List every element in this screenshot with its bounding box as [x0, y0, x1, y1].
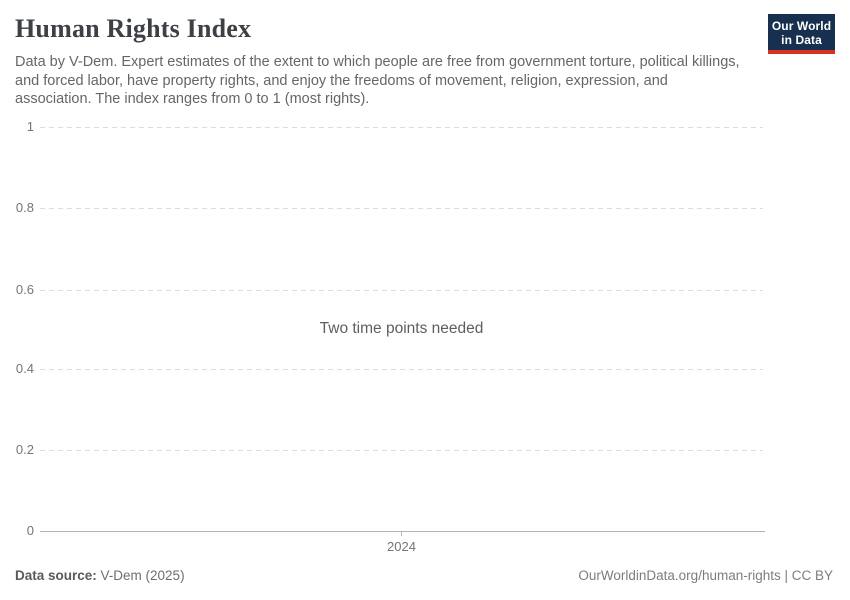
owid-logo-text-line2: in Data	[781, 33, 822, 47]
gridline	[40, 450, 763, 451]
y-tick-label: 0.8	[15, 200, 34, 215]
y-tick-label: 0.4	[15, 361, 34, 376]
data-source-value: V-Dem (2025)	[96, 568, 185, 583]
x-axis-line	[40, 531, 765, 532]
x-tick-label: 2024	[387, 539, 416, 554]
x-axis-tick-mark	[401, 531, 402, 536]
y-tick-label: 0.6	[15, 282, 34, 297]
attribution-link[interactable]: OurWorldinData.org/human-rights | CC BY	[578, 568, 833, 583]
gridline	[40, 369, 763, 370]
gridline	[40, 290, 763, 291]
empty-state-message: Two time points needed	[319, 320, 484, 337]
data-source-label: Data source:	[15, 568, 97, 583]
gridline	[40, 208, 763, 209]
chart-subtitle: Data by V-Dem. Expert estimates of the e…	[15, 54, 740, 108]
data-source: Data source: V-Dem (2025)	[15, 568, 185, 583]
gridline	[40, 127, 763, 128]
owid-logo-text-line1: Our World	[771, 19, 832, 33]
page-title: Human Rights Index	[15, 14, 252, 43]
owid-logo[interactable]: Our World in Data	[768, 14, 835, 54]
y-tick-label: 0.2	[15, 442, 34, 457]
y-tick-label: 0	[26, 523, 34, 538]
y-tick-label: 1	[26, 119, 34, 134]
